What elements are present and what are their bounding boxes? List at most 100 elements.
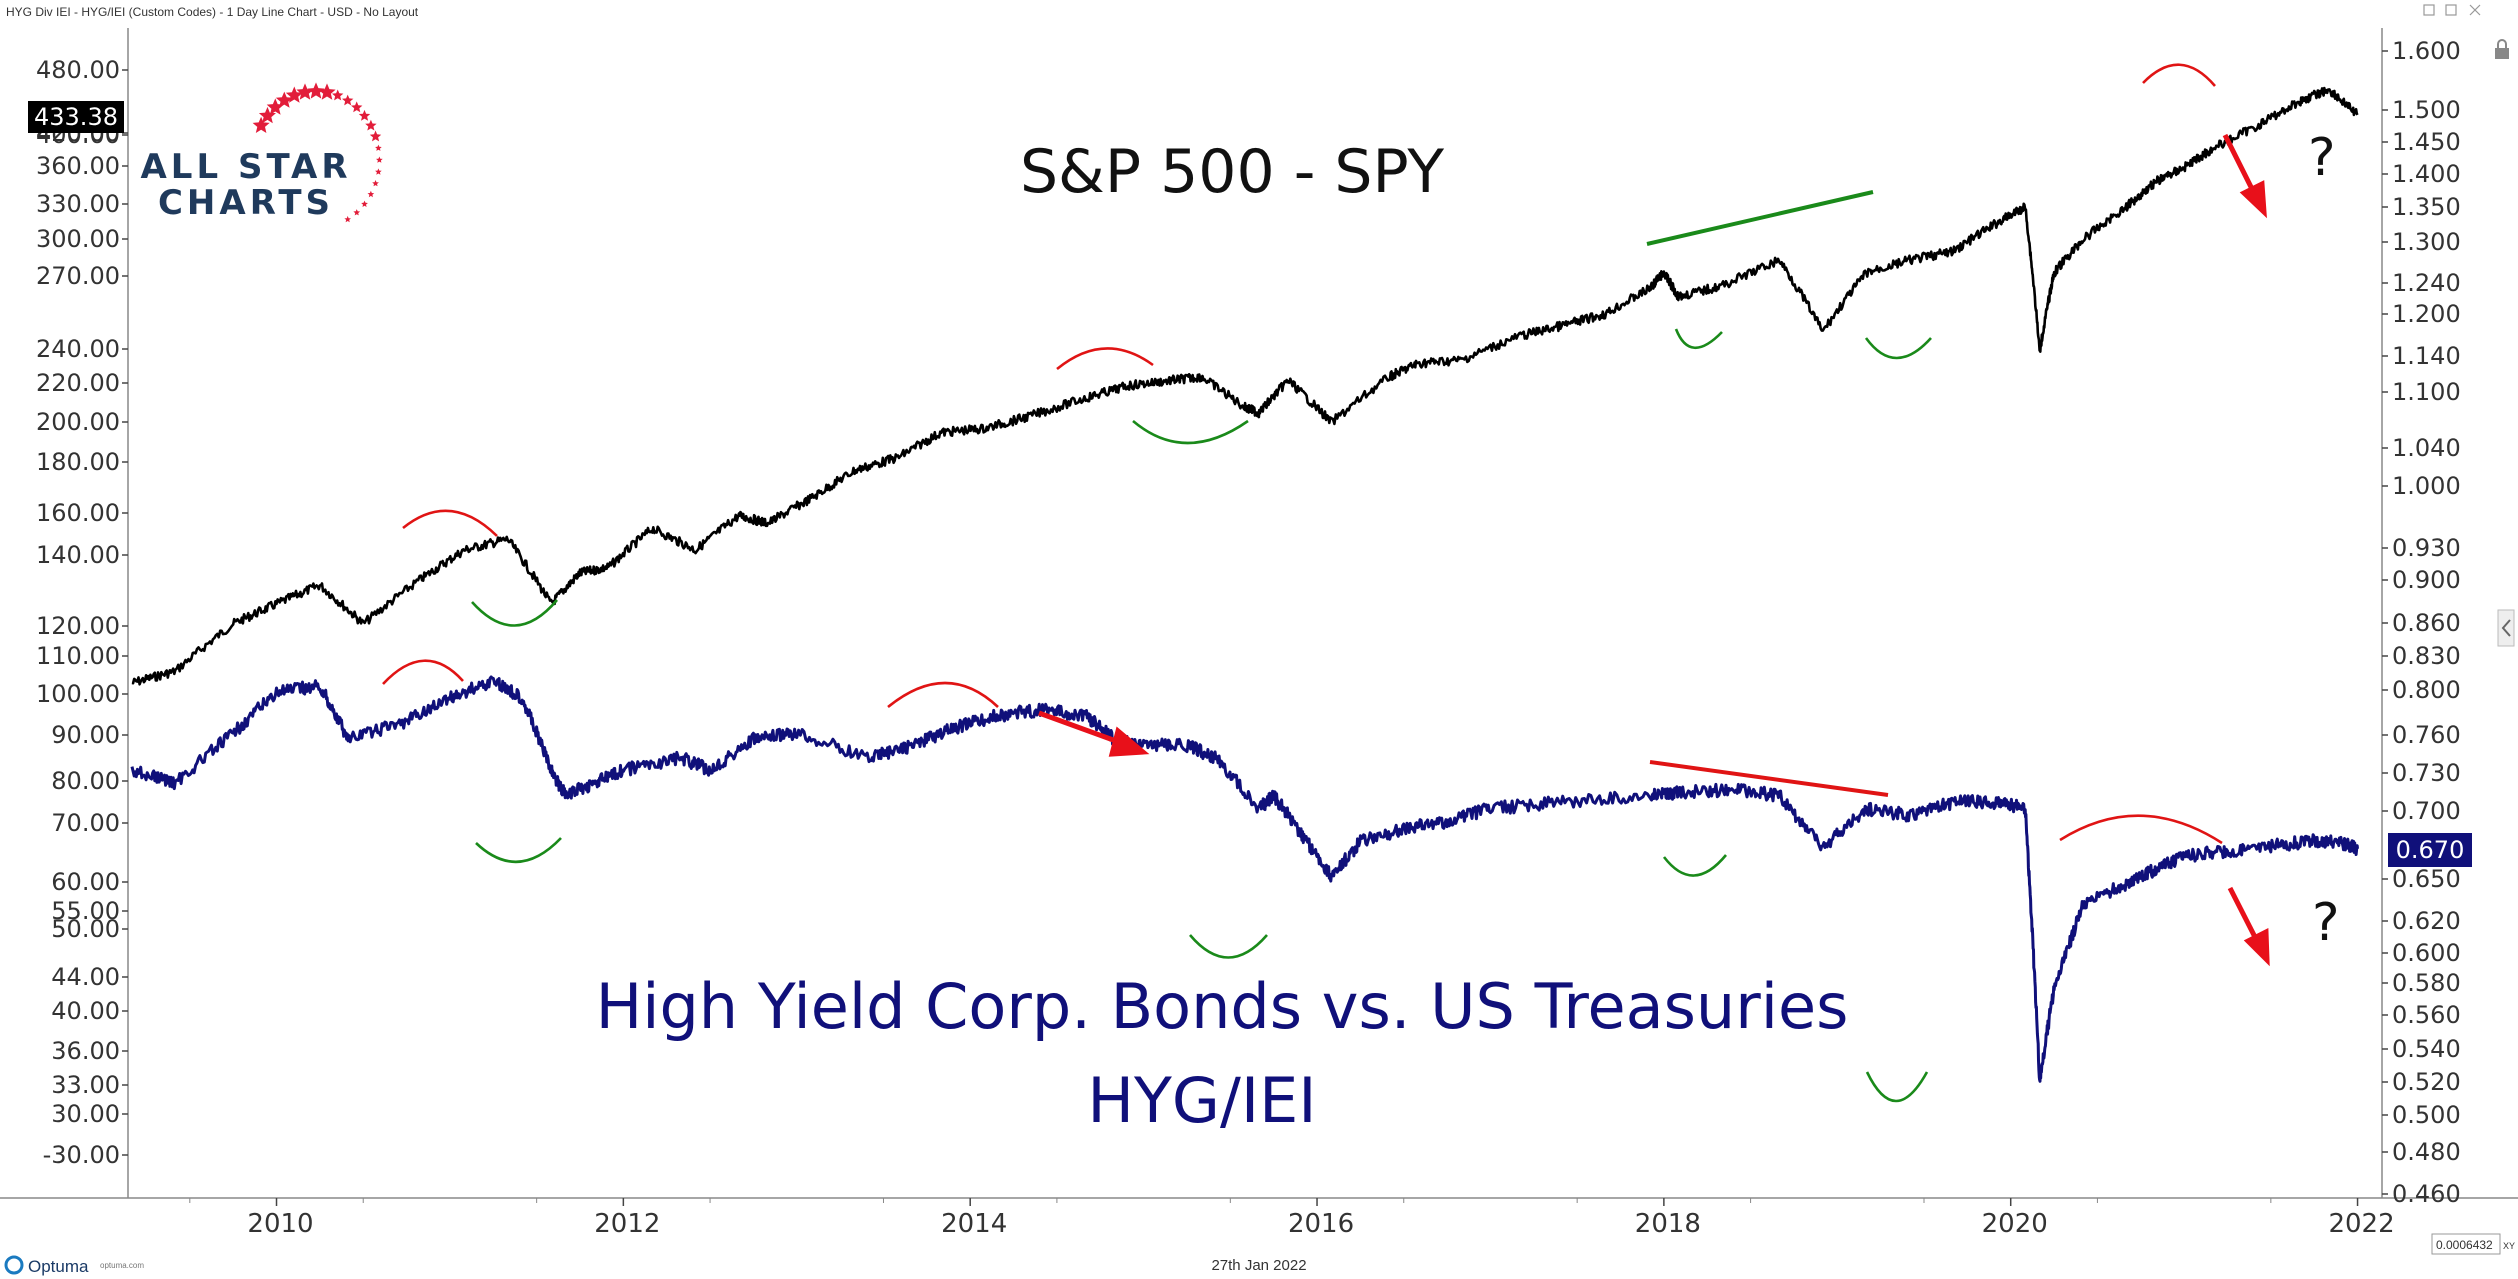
left-tick-label: 240.00	[36, 335, 120, 363]
question-mark-bottom: ?	[2312, 893, 2340, 953]
logo-star	[372, 180, 379, 187]
right-tick-label: 0.650	[2392, 865, 2461, 893]
right-tick-label: 0.730	[2392, 759, 2461, 787]
left-tick-label: 110.00	[36, 642, 120, 670]
logo-star	[307, 82, 325, 99]
collapse-panel-icon[interactable]	[2497, 609, 2515, 647]
svg-text:Optuma: Optuma	[28, 1257, 89, 1276]
ratio-chart-title: High Yield Corp. Bonds vs. US Treasuries	[596, 970, 1849, 1043]
footer-date: 27th Jan 2022	[1211, 1257, 1306, 1274]
svg-text:ALL STAR: ALL STAR	[140, 147, 351, 187]
left-tick-label: 180.00	[36, 448, 120, 476]
right-tick-label: 0.460	[2392, 1180, 2461, 1208]
left-tick-label: 360.00	[36, 152, 120, 180]
right-tick-label: 0.500	[2392, 1101, 2461, 1129]
left-tick-label: 50.00	[51, 915, 120, 943]
right-tick-label: 1.200	[2392, 300, 2461, 328]
svg-text:433.38: 433.38	[34, 103, 118, 131]
right-y-axis: 1.600 1.500 1.450 1.400 1.350 1.300 1.240 1.200…	[2382, 37, 2461, 1208]
logo-star	[369, 130, 382, 142]
hyg-iei-series-line	[130, 675, 2359, 1083]
left-tick-label: 160.00	[36, 499, 120, 527]
right-tick-label: 0.580	[2392, 969, 2461, 997]
logo-star	[266, 98, 284, 115]
right-tick-label: 1.600	[2392, 37, 2461, 65]
left-tick-label: 80.00	[51, 767, 120, 795]
right-tick-label: 0.540	[2392, 1035, 2461, 1063]
logo-star	[344, 215, 351, 223]
left-tick-label: 70.00	[51, 809, 120, 837]
left-tick-label: 90.00	[51, 721, 120, 749]
trough-arcs	[471, 328, 1932, 1103]
left-tick-label: 100.00	[36, 680, 120, 708]
logo-star	[353, 209, 361, 216]
left-tick-label: 480.00	[36, 56, 120, 84]
right-tick-label: 0.800	[2392, 676, 2461, 704]
logo-star	[275, 91, 293, 108]
all-star-charts-logo: ALL STAR CHARTS	[140, 82, 383, 223]
right-tick-label: 1.350	[2392, 193, 2461, 221]
svg-text:0.0006432: 0.0006432	[2436, 1238, 2493, 1252]
left-tick-label: 60.00	[51, 868, 120, 896]
svg-text:CHARTS: CHARTS	[158, 183, 334, 223]
left-tick-label: 30.00	[51, 1100, 120, 1128]
left-tick-label: 270.00	[36, 262, 120, 290]
star-ring-icon	[252, 82, 383, 223]
right-tick-label: 1.000	[2392, 472, 2461, 500]
down-arrows	[1038, 133, 2270, 967]
right-tick-label: 0.830	[2392, 642, 2461, 670]
right-tick-label: 0.600	[2392, 939, 2461, 967]
right-tick-label: 0.560	[2392, 1001, 2461, 1029]
right-tick-label: 0.700	[2392, 797, 2461, 825]
left-tick-label: 40.00	[51, 997, 120, 1025]
window-title: HYG Div IEI - HYG/IEI (Custom Codes) - 1…	[6, 5, 419, 19]
trend-lines	[1646, 190, 1889, 797]
x-tick-label: 2012	[594, 1209, 660, 1239]
logo-star	[351, 101, 363, 113]
svg-text:optuma.com: optuma.com	[100, 1261, 144, 1270]
x-tick-label: 2022	[2328, 1209, 2394, 1239]
x-tick-label: 2010	[247, 1209, 313, 1239]
coordinate-readout: 0.0006432 XY	[2431, 1233, 2515, 1255]
left-y-axis: 480.00420.00400.00360.00330.00300.00270.…	[36, 56, 128, 1169]
logo-star	[332, 89, 344, 101]
spy-chart-title: S&P 500 - SPY	[1020, 137, 1444, 207]
right-tick-label: 1.300	[2392, 228, 2461, 256]
svg-text:XY: XY	[2503, 1241, 2515, 1251]
logo-star	[367, 190, 375, 198]
logo-star	[361, 200, 368, 207]
logo-star	[252, 116, 270, 133]
peak-arcs	[382, 63, 2223, 845]
x-tick-label: 2016	[1288, 1209, 1354, 1239]
window-controls[interactable]	[2423, 4, 2481, 16]
logo-star	[358, 109, 371, 121]
left-tick-label: 55.00	[51, 897, 120, 925]
left-tick-label: 120.00	[36, 612, 120, 640]
logo-star	[285, 86, 303, 103]
left-tick-label: 33.00	[51, 1071, 120, 1099]
right-tick-label: 1.140	[2392, 342, 2461, 370]
right-tick-label: 1.240	[2392, 269, 2461, 297]
right-tick-label: 1.450	[2392, 128, 2461, 156]
right-tick-label: 0.930	[2392, 534, 2461, 562]
left-tick-label: 330.00	[36, 190, 120, 218]
logo-star	[365, 119, 377, 131]
x-tick-label: 2018	[1635, 1209, 1701, 1239]
right-tick-label: 1.040	[2392, 434, 2461, 462]
left-tick-label: 300.00	[36, 225, 120, 253]
right-tick-label: 0.760	[2392, 721, 2461, 749]
right-tick-label: 0.480	[2392, 1138, 2461, 1166]
right-tick-label: 0.620	[2392, 907, 2461, 935]
right-tick-label: 1.400	[2392, 160, 2461, 188]
optuma-logo: Optuma optuma.com	[4, 1255, 144, 1276]
right-tick-label: 0.520	[2392, 1068, 2461, 1096]
x-tick-label: 2020	[1982, 1209, 2048, 1239]
left-tick-label: 140.00	[36, 541, 120, 569]
lock-icon[interactable]	[2495, 39, 2509, 59]
spy-last-value-label: 433.38	[28, 101, 124, 133]
x-axis: 2010 2012 2014 2016 2018 2020 2022	[189, 1198, 2395, 1239]
svg-text:0.670: 0.670	[2396, 836, 2465, 864]
logo-star	[258, 106, 276, 124]
logo-star	[318, 83, 336, 100]
